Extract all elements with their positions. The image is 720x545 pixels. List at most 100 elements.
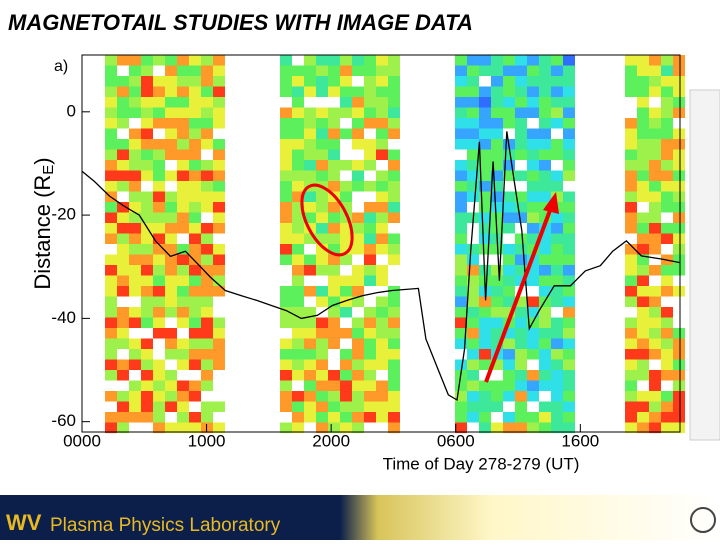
heatmap-cell xyxy=(292,349,304,360)
heatmap-cell xyxy=(129,412,141,423)
heatmap-cell xyxy=(352,97,364,108)
heatmap-cell xyxy=(491,107,503,119)
heatmap-cell xyxy=(304,286,316,297)
heatmap-cell xyxy=(455,160,467,171)
heatmap-cell xyxy=(177,349,189,360)
heatmap-cell xyxy=(189,233,201,245)
heatmap-cell xyxy=(661,422,673,434)
heatmap-cell xyxy=(503,223,515,234)
heatmap-cell xyxy=(129,244,141,255)
heatmap-cell xyxy=(165,422,177,434)
heatmap-cell xyxy=(563,76,575,87)
heatmap-cell xyxy=(539,191,551,203)
heatmap-cell xyxy=(455,212,467,224)
heatmap-cell xyxy=(280,149,292,161)
heatmap-cell xyxy=(637,422,649,434)
heatmap-cell xyxy=(479,391,491,402)
heatmap-cell xyxy=(105,139,117,150)
heatmap-cell xyxy=(515,338,527,350)
heatmap-cell xyxy=(625,412,637,423)
heatmap-cell xyxy=(673,223,685,234)
heatmap-cell xyxy=(201,244,213,255)
heatmap-cell xyxy=(637,391,649,402)
heatmap-cell xyxy=(491,55,503,66)
heatmap-cell xyxy=(491,76,503,87)
heatmap-cell xyxy=(352,391,364,402)
heatmap-cell xyxy=(129,128,141,140)
heatmap-cell xyxy=(153,86,165,98)
heatmap-cell xyxy=(105,149,117,161)
heatmap-cell xyxy=(649,170,661,182)
heatmap-cell xyxy=(117,128,129,140)
heatmap-cell xyxy=(527,65,539,77)
heatmap-cell xyxy=(189,55,201,66)
heatmap-cell xyxy=(141,370,153,381)
heatmap-cell xyxy=(455,307,467,318)
heatmap-cell xyxy=(165,139,177,150)
heatmap-cell xyxy=(527,160,539,171)
heatmap-cell xyxy=(673,149,685,161)
heatmap-cell xyxy=(177,422,189,434)
heatmap-cell xyxy=(551,223,563,234)
heatmap-cell xyxy=(189,328,201,339)
heatmap-cell xyxy=(316,265,328,276)
heatmap-cell xyxy=(388,349,400,360)
heatmap-cell xyxy=(129,86,141,98)
x-tick-label: 1000 xyxy=(188,431,226,450)
heatmap-cell xyxy=(515,118,527,129)
heatmap-cell xyxy=(280,328,292,339)
heatmap-cell xyxy=(467,265,479,276)
heatmap-cell xyxy=(539,244,551,255)
heatmap-cell xyxy=(491,296,503,308)
heatmap-cell xyxy=(563,244,575,255)
heatmap-cell xyxy=(467,359,479,371)
heatmap-cell xyxy=(661,97,673,108)
heatmap-cell xyxy=(491,412,503,423)
heatmap-cell xyxy=(551,128,563,140)
heatmap-cell xyxy=(105,170,117,182)
heatmap-cell xyxy=(467,338,479,350)
heatmap-cell xyxy=(364,55,376,66)
heatmap-cell xyxy=(527,97,539,108)
heatmap-cell xyxy=(340,338,352,350)
y-label-text: Distance (R xyxy=(30,175,55,290)
heatmap-cell xyxy=(141,202,153,213)
heatmap-cell xyxy=(328,212,340,224)
heatmap-cell xyxy=(304,86,316,98)
heatmap-cell xyxy=(625,128,637,140)
heatmap-cell xyxy=(153,128,165,140)
heatmap-cell xyxy=(280,202,292,213)
heatmap-cell xyxy=(141,118,153,129)
heatmap-cell xyxy=(201,118,213,129)
heatmap-cell xyxy=(479,149,491,161)
heatmap-cell xyxy=(153,170,165,182)
heatmap-cell xyxy=(304,359,316,371)
heatmap-cell xyxy=(661,65,673,77)
heatmap-cell xyxy=(388,422,400,434)
heatmap-cell xyxy=(189,76,201,87)
heatmap-cell xyxy=(304,380,316,392)
heatmap-cell xyxy=(364,359,376,371)
y-label-close: ) xyxy=(30,157,55,164)
heatmap-cell xyxy=(527,139,539,150)
heatmap-cell xyxy=(467,328,479,339)
heatmap-cell xyxy=(503,370,515,381)
heatmap-cell xyxy=(527,128,539,140)
heatmap-cell xyxy=(661,401,673,413)
heatmap-cell xyxy=(117,118,129,129)
heatmap-cell xyxy=(455,317,467,329)
heatmap-cell xyxy=(304,254,316,266)
heatmap-cell xyxy=(316,149,328,161)
heatmap-cell xyxy=(153,338,165,350)
heatmap-cell xyxy=(201,202,213,213)
heatmap-cell xyxy=(376,86,388,98)
heatmap-cell xyxy=(352,380,364,392)
heatmap-cell xyxy=(340,118,352,129)
heatmap-cell xyxy=(165,202,177,213)
heatmap-cell xyxy=(280,86,292,98)
heatmap-cell xyxy=(649,233,661,245)
heatmap-cell xyxy=(129,265,141,276)
heatmap-cell xyxy=(201,286,213,297)
heatmap-cell xyxy=(479,97,491,108)
heatmap-cell xyxy=(455,338,467,350)
